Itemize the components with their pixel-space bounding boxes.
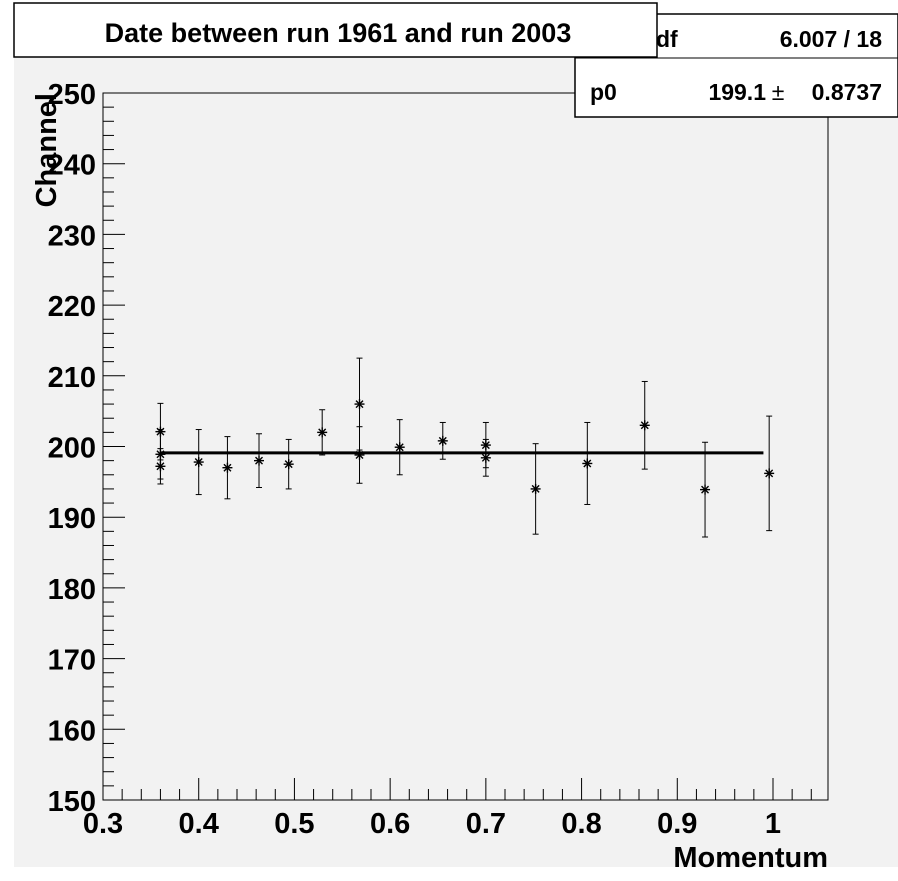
data-point — [582, 458, 593, 469]
x-tick-label: 0.7 — [466, 808, 506, 840]
data-point — [354, 399, 365, 410]
x-tick-label: 0.5 — [274, 808, 314, 840]
y-tick-label: 160 — [48, 715, 96, 747]
data-point — [437, 435, 448, 446]
data-point — [283, 459, 294, 470]
data-point — [394, 442, 405, 453]
axis-tick-labels: 0.3 0.4 0.5 0.6 0.7 0.8 0.9 1 150 160 170 180 190 200… — [48, 79, 781, 840]
title-box: Date between run 1961 and run 2003 — [13, 2, 658, 58]
marker-stroke — [395, 443, 404, 452]
data-point — [193, 457, 204, 468]
data-point — [254, 455, 265, 466]
marker-stroke — [156, 427, 165, 436]
stats-row2-value: 199.1 — [708, 79, 766, 105]
data-point — [317, 427, 328, 438]
stats-row1-value: 6.007 / 18 — [780, 26, 883, 52]
y-tick-label: 200 — [48, 433, 96, 465]
stats-box: df 6.007 / 18 p0 199.1 ± 0.8737 — [574, 13, 898, 118]
x-tick-label: 0.6 — [370, 808, 410, 840]
data-point — [480, 452, 491, 463]
x-tick-label: 0.3 — [83, 808, 123, 840]
data-point — [155, 461, 166, 472]
y-tick-label: 210 — [48, 362, 96, 394]
y-tick-label: 240 — [48, 150, 96, 182]
data-point — [155, 426, 166, 437]
marker-stroke — [583, 459, 592, 468]
pad-background — [14, 14, 898, 867]
data-markers — [155, 399, 775, 495]
plot-title: Date between run 1961 and run 2003 — [105, 18, 572, 48]
y-axis-title: Channel — [31, 93, 63, 207]
x-tick-label: 0.9 — [657, 808, 697, 840]
marker-stroke — [194, 458, 203, 467]
x-tick-label: 1 — [765, 808, 781, 840]
y-tick-label: 190 — [48, 503, 96, 535]
y-tick-label: 230 — [48, 220, 96, 252]
x-tick-label: 0.4 — [179, 808, 219, 840]
stats-row1-label: df — [656, 26, 678, 52]
data-point — [480, 440, 491, 451]
marker-stroke — [438, 436, 447, 445]
marker-stroke — [481, 441, 490, 450]
marker-stroke — [701, 485, 710, 494]
stats-row2-label: p0 — [590, 79, 617, 105]
y-tick-label: 180 — [48, 574, 96, 606]
x-tick-label: 0.8 — [561, 808, 601, 840]
x-axis-title: Momentum — [673, 842, 828, 874]
data-point — [530, 483, 541, 494]
marker-stroke — [156, 462, 165, 471]
marker-stroke — [531, 484, 540, 493]
marker-stroke — [481, 453, 490, 462]
marker-stroke — [318, 428, 327, 437]
y-tick-label: 250 — [48, 79, 96, 111]
y-tick-label: 150 — [48, 786, 96, 818]
marker-stroke — [223, 463, 232, 472]
marker-stroke — [355, 400, 364, 409]
marker-stroke — [255, 456, 264, 465]
marker-stroke — [284, 460, 293, 469]
y-tick-label: 170 — [48, 645, 96, 677]
stats-row2-error: 0.8737 — [812, 79, 882, 105]
axis-ticks — [102, 92, 812, 801]
title-box-frame — [13, 2, 658, 58]
stats-row2-pm: ± — [772, 79, 785, 105]
data-point — [764, 468, 775, 479]
data-point — [639, 420, 650, 431]
marker-stroke — [765, 469, 774, 478]
y-tick-label: 220 — [48, 291, 96, 323]
data-point — [700, 484, 711, 495]
data-point — [222, 462, 233, 473]
marker-stroke — [640, 421, 649, 430]
